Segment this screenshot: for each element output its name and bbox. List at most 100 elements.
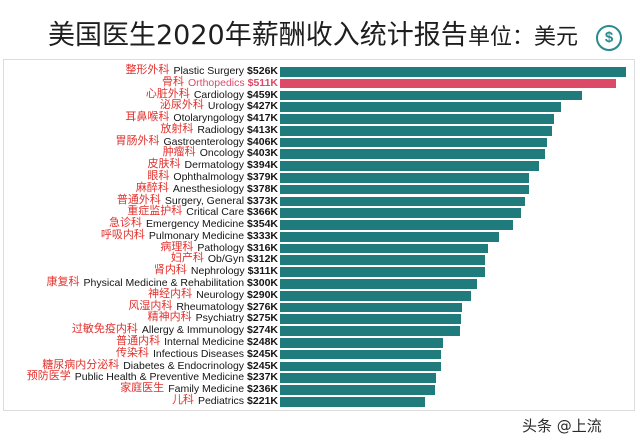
bar-labels: 普通内科 Internal Medicine $248K <box>0 335 278 349</box>
value-label: $403K <box>247 147 278 160</box>
bar-labels: 皮肤科 Dermatology $394K <box>0 158 278 172</box>
category-label-zh: 肿瘤科 <box>162 145 196 159</box>
bar-row: 眼科 Ophthalmology $379K <box>0 169 640 184</box>
bar-labels: 呼吸内科 Pulmonary Medicine $333K <box>0 227 278 243</box>
category-label: Otolaryngology <box>173 112 245 125</box>
category-label: Anesthesiology <box>172 182 245 195</box>
bar-labels: 眼科 Ophthalmology $379K <box>0 169 278 184</box>
bar-labels: 放射科 Radiology $413K <box>0 123 278 137</box>
value-label: $276K <box>247 300 278 313</box>
bar-labels: 家庭医生 Family Medicine $236K <box>0 382 278 396</box>
category-label-zh: 呼吸内科 <box>100 227 145 241</box>
value-label: $333K <box>247 229 278 242</box>
bar <box>280 149 546 160</box>
bar-labels: 肾内科 Nephrology $311K <box>0 263 278 278</box>
bar-row: 胃肠外科 Gastroenterology $406K <box>0 134 640 149</box>
bar <box>280 385 436 395</box>
category-label: Pulmonary Medicine <box>148 229 245 242</box>
bar-labels: 康复科 Physical Medicine & Rehabilitation $30… <box>0 275 278 290</box>
bar <box>280 361 442 372</box>
value-label: $245K <box>247 347 278 360</box>
category-label: Nephrology <box>190 265 245 278</box>
category-label-zh: 耳鼻喉科 <box>125 110 170 124</box>
bar-row: 精神内科 Psychiatry $275K <box>0 310 640 325</box>
bar-row: 肿瘤科 Oncology $403K <box>0 145 640 160</box>
bar <box>280 373 436 383</box>
bar-row: 心脏外科 Cardiology $459K <box>0 86 640 102</box>
value-label: $526K <box>247 65 278 77</box>
bar <box>280 279 478 289</box>
bar-row: 糖尿病内分泌科 Diabetes & Endocrinology $245K <box>0 357 640 373</box>
bar-labels: 心脏外科 Cardiology $459K <box>0 86 278 102</box>
bar-labels: 传染科 Infectious Diseases $245K <box>0 345 278 361</box>
bar-row: 骨科 Orthopedics $511K <box>0 74 640 90</box>
watermark: 头条 @上流 <box>522 417 602 435</box>
bar-row: 普通外科 Surgery, General $373K <box>0 193 640 208</box>
bar-labels: 急诊科 Emergency Medicine $354K <box>0 216 278 231</box>
category-label-zh: 骨科 <box>162 74 184 88</box>
bar <box>280 267 485 277</box>
bar-row: 家庭医生 Family Medicine $236K <box>0 382 640 396</box>
category-label-zh: 传染科 <box>116 345 149 359</box>
bar-row: 重症监护科 Critical Care $366K <box>0 205 640 219</box>
bar-row: 整形外科 Plastic Surgery $526K <box>0 63 640 78</box>
category-label-zh: 糖尿病内分泌科 <box>42 357 120 371</box>
category-label: Neurology <box>196 288 245 301</box>
bar <box>280 208 521 219</box>
category-label-zh: 病理科 <box>160 239 194 253</box>
category-label-zh: 康复科 <box>46 275 80 289</box>
value-label: $311K <box>247 265 278 278</box>
bar <box>280 161 540 171</box>
value-label: $354K <box>247 218 278 231</box>
bar-row: 皮肤科 Dermatology $394K <box>0 158 640 172</box>
bar-row: 病理科 Pathology $316K <box>0 239 640 255</box>
bar <box>280 314 461 325</box>
category-label-zh: 精神内科 <box>147 310 192 324</box>
category-label-zh: 眼科 <box>147 169 170 183</box>
bar <box>280 396 426 407</box>
bar-labels: 骨科 Orthopedics $511K <box>0 74 278 90</box>
bar-labels: 整形外科 Plastic Surgery $526K <box>0 63 278 78</box>
bar-labels: 预防医学 Public Health & Preventive Medicine $… <box>0 370 278 384</box>
bar-labels: 妇产科 Ob/Gyn $312K <box>0 252 278 266</box>
bar-labels: 过敏免疫内科 Allergy & Immunology $274K <box>0 322 278 337</box>
category-label: Allergy & Immunology <box>141 324 245 337</box>
bar-row: 普通内科 Internal Medicine $248K <box>0 335 640 349</box>
dollar-glyph: $ <box>604 29 614 46</box>
unit-label: 单位：美元 <box>468 25 579 50</box>
bar-row: 儿科 Pediatrics $221K <box>0 392 640 408</box>
category-label-zh: 肾内科 <box>153 263 187 277</box>
bar-labels: 肿瘤科 Oncology $403K <box>0 145 278 160</box>
chart-title: 美国医生2020年薪酬收入统计报告 <box>48 20 468 51</box>
category-label: Public Health & Preventive Medicine <box>74 371 245 384</box>
category-label-zh: 过敏免疫内科 <box>71 322 138 336</box>
bar-labels: 重症监护科 Critical Care $366K <box>0 205 278 219</box>
bar <box>280 231 500 242</box>
category-label: Rheumatology <box>176 300 245 313</box>
value-label: $312K <box>247 253 278 266</box>
category-label: Family Medicine <box>168 383 245 396</box>
category-label-zh: 风湿内科 <box>128 298 173 312</box>
category-label: Internal Medicine <box>164 335 245 348</box>
bar <box>280 184 529 195</box>
category-label-zh: 心脏外科 <box>145 86 190 100</box>
value-label: $413K <box>247 123 278 136</box>
bar-row: 神经内科 Neurology $290K <box>0 288 640 302</box>
bar-labels: 病理科 Pathology $316K <box>0 239 278 255</box>
value-label: $316K <box>247 241 278 254</box>
bar <box>280 90 582 101</box>
category-label: Dermatology <box>184 159 245 172</box>
category-label-zh: 急诊科 <box>109 216 142 230</box>
bar <box>280 114 555 124</box>
bar-row: 麻醉科 Anesthesiology $378K <box>0 182 640 196</box>
bar-row: 放射科 Radiology $413K <box>0 123 640 137</box>
category-label-zh: 儿科 <box>171 392 194 406</box>
bar-labels: 儿科 Pediatrics $221K <box>0 392 278 408</box>
category-label-zh: 整形外科 <box>125 63 170 76</box>
category-label: Oncology <box>199 147 245 160</box>
value-label: $427K <box>247 100 278 113</box>
category-label: Surgery, General <box>164 194 245 207</box>
value-label: $248K <box>247 335 278 348</box>
chart-panel <box>3 59 635 411</box>
bar <box>280 78 617 89</box>
